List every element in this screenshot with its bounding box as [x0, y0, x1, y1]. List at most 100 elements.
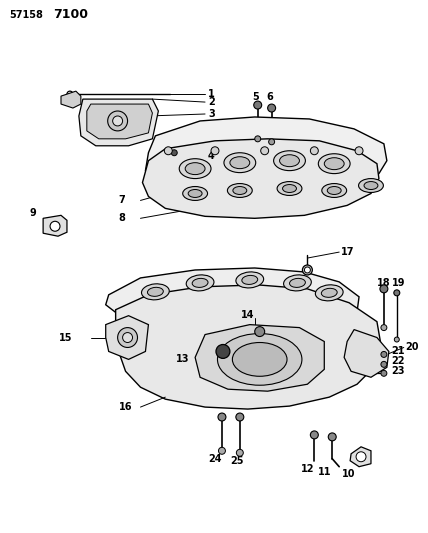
Ellipse shape [242, 276, 258, 285]
Polygon shape [106, 316, 149, 359]
Circle shape [304, 267, 310, 273]
Text: 14: 14 [241, 310, 255, 320]
Circle shape [122, 333, 133, 343]
Circle shape [171, 150, 177, 156]
Text: 24: 24 [208, 454, 222, 464]
Ellipse shape [327, 187, 341, 195]
Text: 9: 9 [29, 208, 36, 219]
Text: 12: 12 [300, 464, 314, 474]
Text: 16: 16 [119, 402, 132, 412]
Circle shape [269, 139, 275, 145]
Ellipse shape [192, 278, 208, 287]
Ellipse shape [364, 182, 378, 190]
Text: 20: 20 [406, 343, 419, 352]
Ellipse shape [183, 187, 208, 200]
Text: 18: 18 [377, 278, 391, 288]
Text: 6: 6 [267, 92, 273, 102]
Polygon shape [116, 285, 381, 409]
Circle shape [216, 344, 230, 358]
Circle shape [380, 285, 388, 293]
Text: 7: 7 [119, 196, 125, 205]
Ellipse shape [217, 334, 302, 385]
Circle shape [108, 111, 128, 131]
Circle shape [113, 116, 122, 126]
Text: 4: 4 [208, 151, 215, 161]
Ellipse shape [279, 155, 300, 167]
Circle shape [328, 433, 336, 441]
Text: 22: 22 [391, 357, 404, 366]
Circle shape [211, 147, 219, 155]
Text: 5: 5 [252, 92, 259, 102]
Text: 19: 19 [392, 278, 405, 288]
Circle shape [218, 413, 226, 421]
Ellipse shape [233, 187, 247, 195]
Circle shape [268, 104, 276, 112]
Polygon shape [195, 325, 324, 391]
Text: 2: 2 [208, 97, 215, 107]
Ellipse shape [277, 182, 302, 196]
Circle shape [50, 221, 60, 231]
Circle shape [255, 327, 265, 336]
Circle shape [394, 290, 400, 296]
Ellipse shape [321, 288, 337, 297]
Circle shape [381, 325, 387, 330]
Circle shape [394, 337, 399, 342]
Circle shape [310, 431, 318, 439]
Text: 1: 1 [208, 89, 215, 99]
Polygon shape [61, 91, 81, 108]
Ellipse shape [324, 158, 344, 169]
Ellipse shape [179, 159, 211, 179]
Polygon shape [146, 117, 387, 192]
Circle shape [236, 413, 244, 421]
Ellipse shape [289, 278, 306, 287]
Polygon shape [106, 268, 359, 333]
Circle shape [254, 101, 262, 109]
Circle shape [303, 265, 312, 275]
Text: 57158: 57158 [9, 10, 43, 20]
Ellipse shape [318, 154, 350, 174]
Polygon shape [79, 99, 158, 146]
Circle shape [255, 136, 261, 142]
Text: 25: 25 [230, 456, 244, 466]
Polygon shape [43, 215, 67, 236]
Ellipse shape [236, 272, 264, 288]
Circle shape [164, 147, 172, 155]
Ellipse shape [148, 287, 163, 296]
Polygon shape [350, 447, 371, 467]
Polygon shape [344, 329, 389, 377]
Text: 7100: 7100 [53, 8, 88, 21]
Ellipse shape [186, 275, 214, 291]
Ellipse shape [188, 190, 202, 197]
Ellipse shape [227, 183, 252, 197]
Ellipse shape [284, 275, 311, 291]
Circle shape [218, 447, 226, 454]
Ellipse shape [224, 153, 256, 173]
Polygon shape [143, 139, 379, 219]
Polygon shape [87, 104, 152, 139]
Text: 23: 23 [391, 366, 404, 376]
Circle shape [381, 361, 387, 367]
Circle shape [118, 328, 137, 348]
Ellipse shape [322, 183, 347, 197]
Circle shape [381, 370, 387, 376]
Circle shape [355, 147, 363, 155]
Circle shape [381, 351, 387, 358]
Text: 13: 13 [176, 354, 190, 365]
Ellipse shape [232, 343, 287, 376]
Ellipse shape [185, 163, 205, 175]
Ellipse shape [315, 285, 343, 301]
Text: 10: 10 [342, 469, 356, 479]
Ellipse shape [282, 184, 297, 192]
Text: 8: 8 [119, 213, 125, 223]
Text: 21: 21 [391, 346, 404, 357]
Text: 11: 11 [318, 467, 331, 477]
Text: 15: 15 [59, 333, 73, 343]
Circle shape [236, 449, 243, 456]
Ellipse shape [142, 284, 169, 300]
Ellipse shape [230, 157, 250, 168]
Circle shape [261, 147, 269, 155]
Text: 3: 3 [208, 109, 215, 119]
Circle shape [67, 91, 73, 97]
Circle shape [356, 452, 366, 462]
Ellipse shape [273, 151, 306, 171]
